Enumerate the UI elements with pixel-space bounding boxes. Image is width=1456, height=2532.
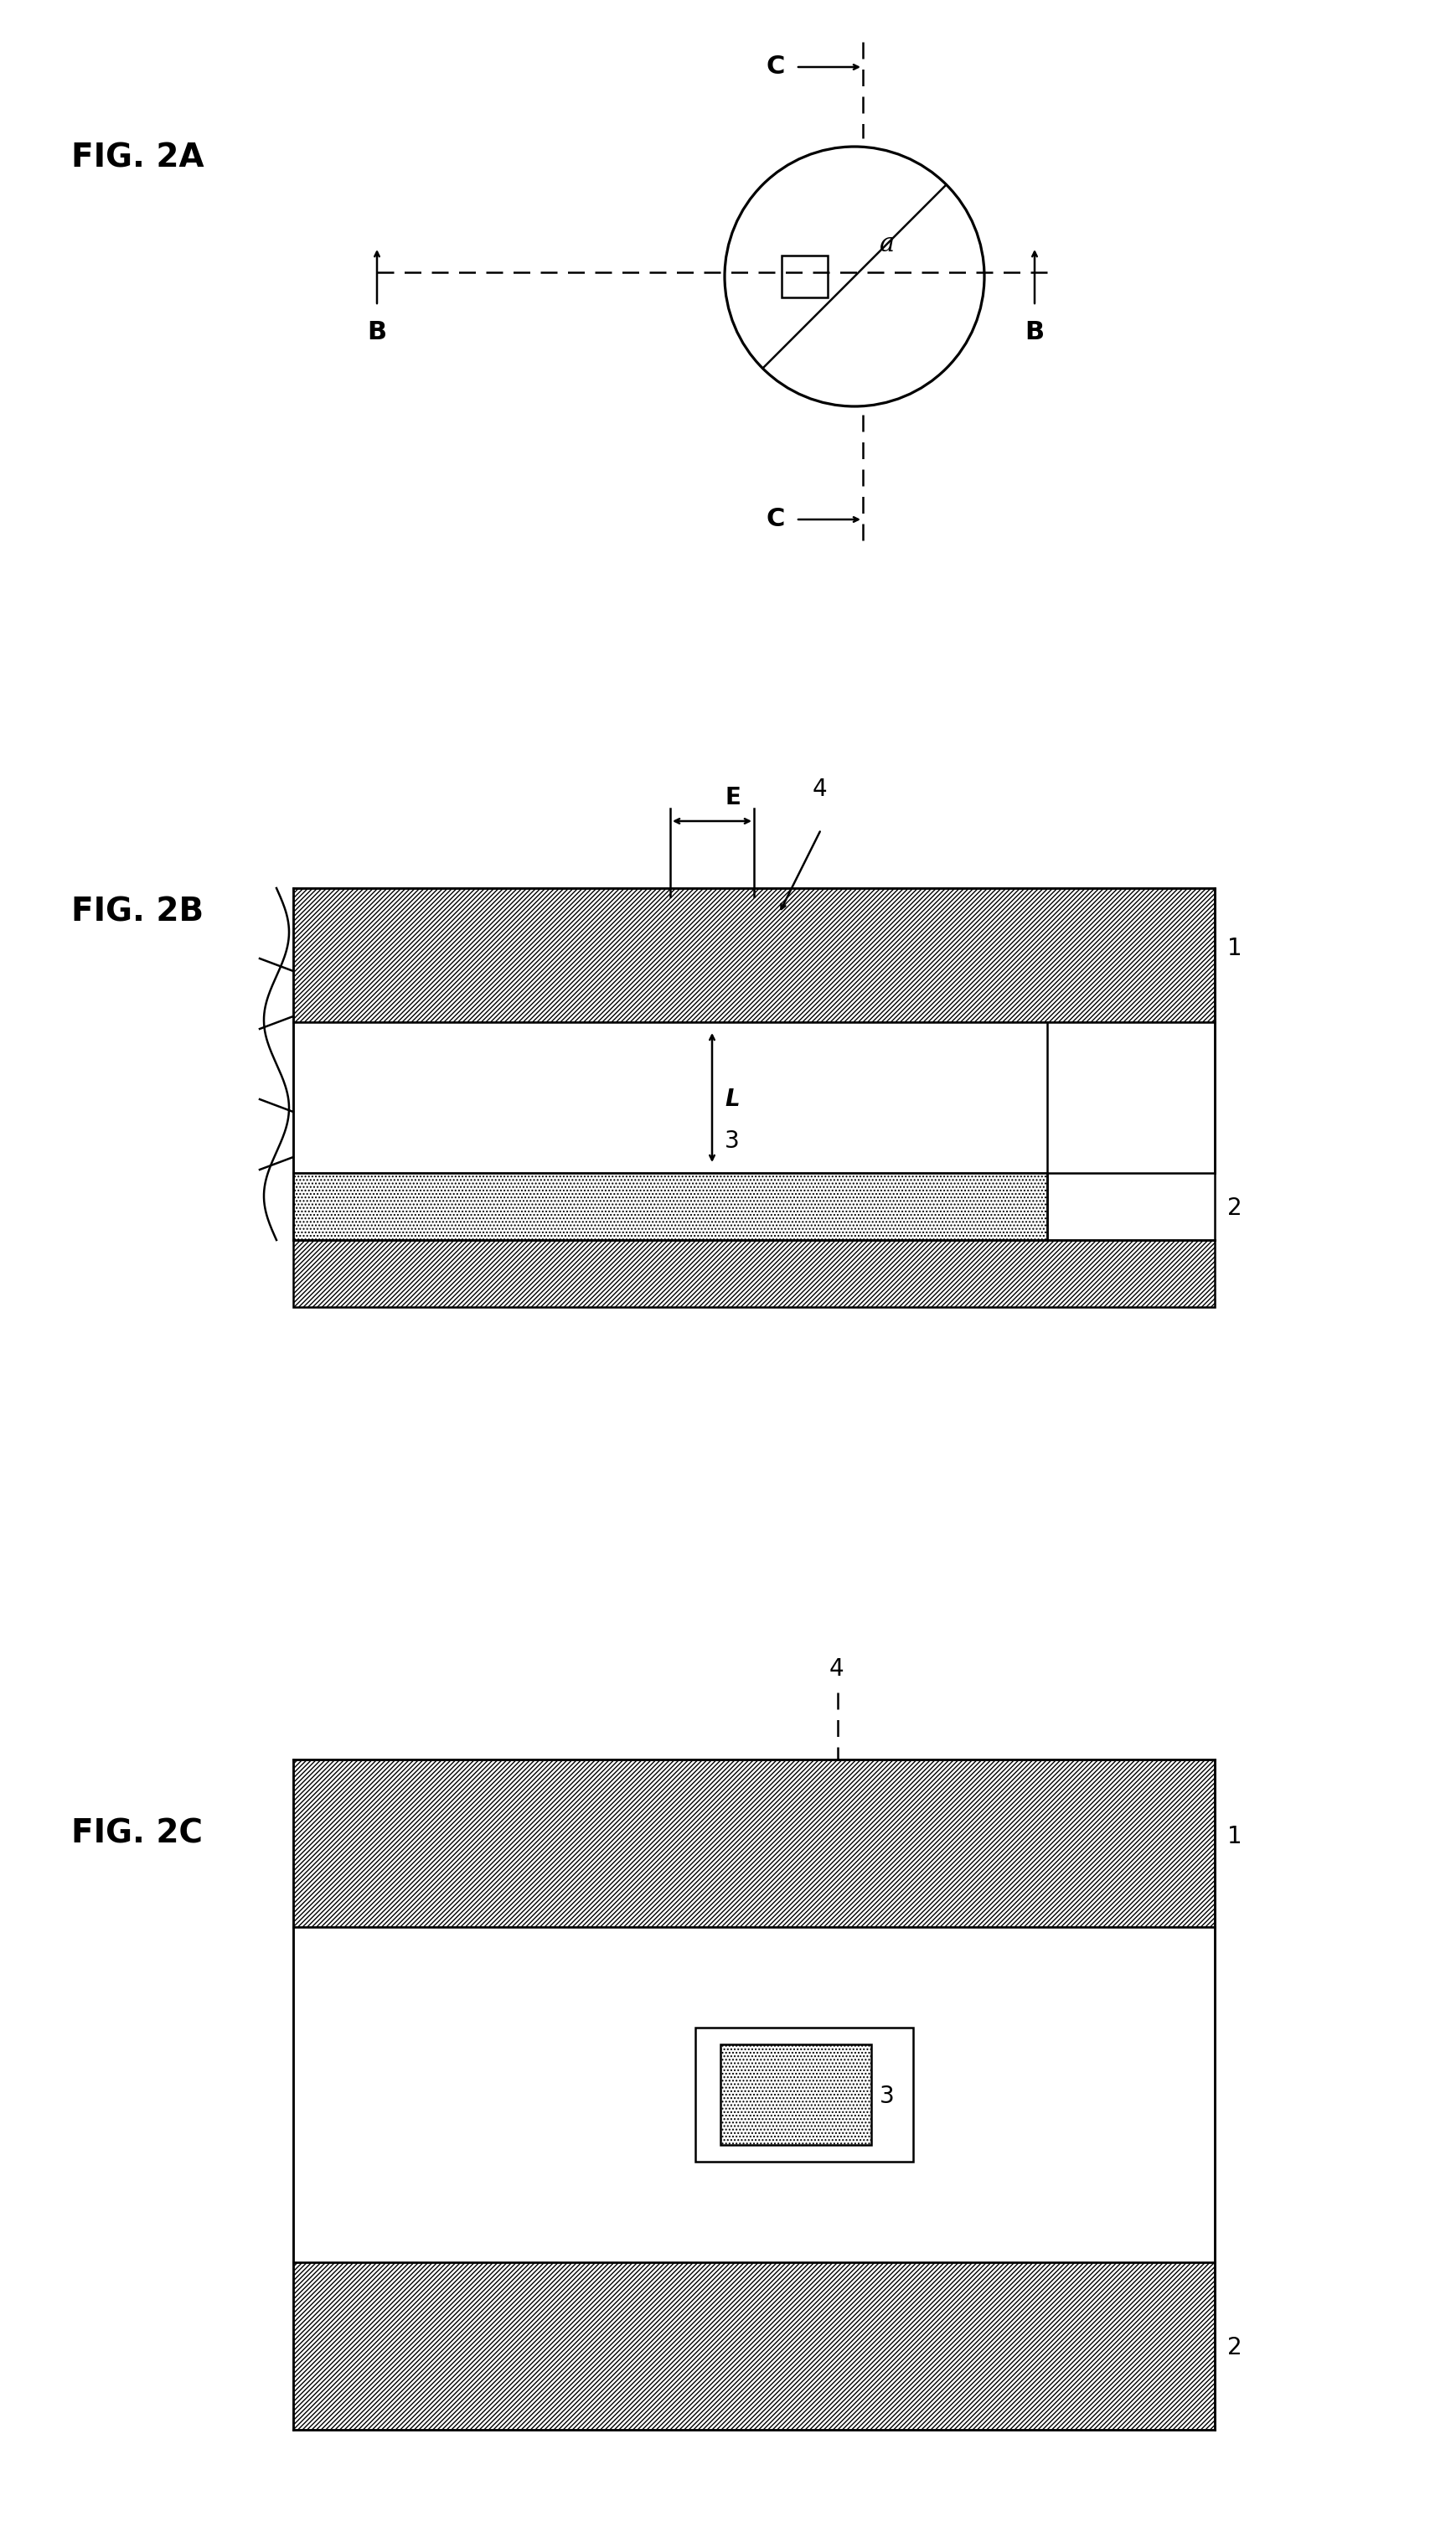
Text: C: C xyxy=(766,506,785,532)
Bar xyxy=(293,1023,1214,1172)
Bar xyxy=(782,256,827,296)
Text: B: B xyxy=(1025,319,1044,344)
Text: 1: 1 xyxy=(1227,937,1242,960)
Text: E: E xyxy=(725,785,741,810)
Text: 4: 4 xyxy=(812,777,827,800)
Bar xyxy=(293,1172,1047,1241)
Bar xyxy=(293,2261,1214,2431)
Bar xyxy=(696,2028,913,2162)
Text: FIG. 2B: FIG. 2B xyxy=(71,896,204,929)
Text: C: C xyxy=(766,56,785,78)
Text: 4: 4 xyxy=(830,1658,844,1681)
Text: 1: 1 xyxy=(1227,1826,1242,1848)
Text: B: B xyxy=(367,319,386,344)
Text: 3: 3 xyxy=(879,2084,894,2109)
Text: 2: 2 xyxy=(1227,1198,1242,1220)
Text: 2: 2 xyxy=(1227,2337,1242,2360)
Text: 3: 3 xyxy=(725,1129,740,1152)
Bar xyxy=(293,889,1214,1023)
Bar xyxy=(293,1927,1214,2261)
Bar xyxy=(721,2043,871,2145)
Text: FIG. 2C: FIG. 2C xyxy=(71,1818,202,1851)
Bar xyxy=(293,1760,1214,1927)
Text: L: L xyxy=(725,1089,740,1112)
Bar xyxy=(721,2043,871,2145)
Text: FIG. 2A: FIG. 2A xyxy=(71,142,204,175)
Text: a: a xyxy=(879,230,895,258)
Bar xyxy=(293,1241,1214,1307)
